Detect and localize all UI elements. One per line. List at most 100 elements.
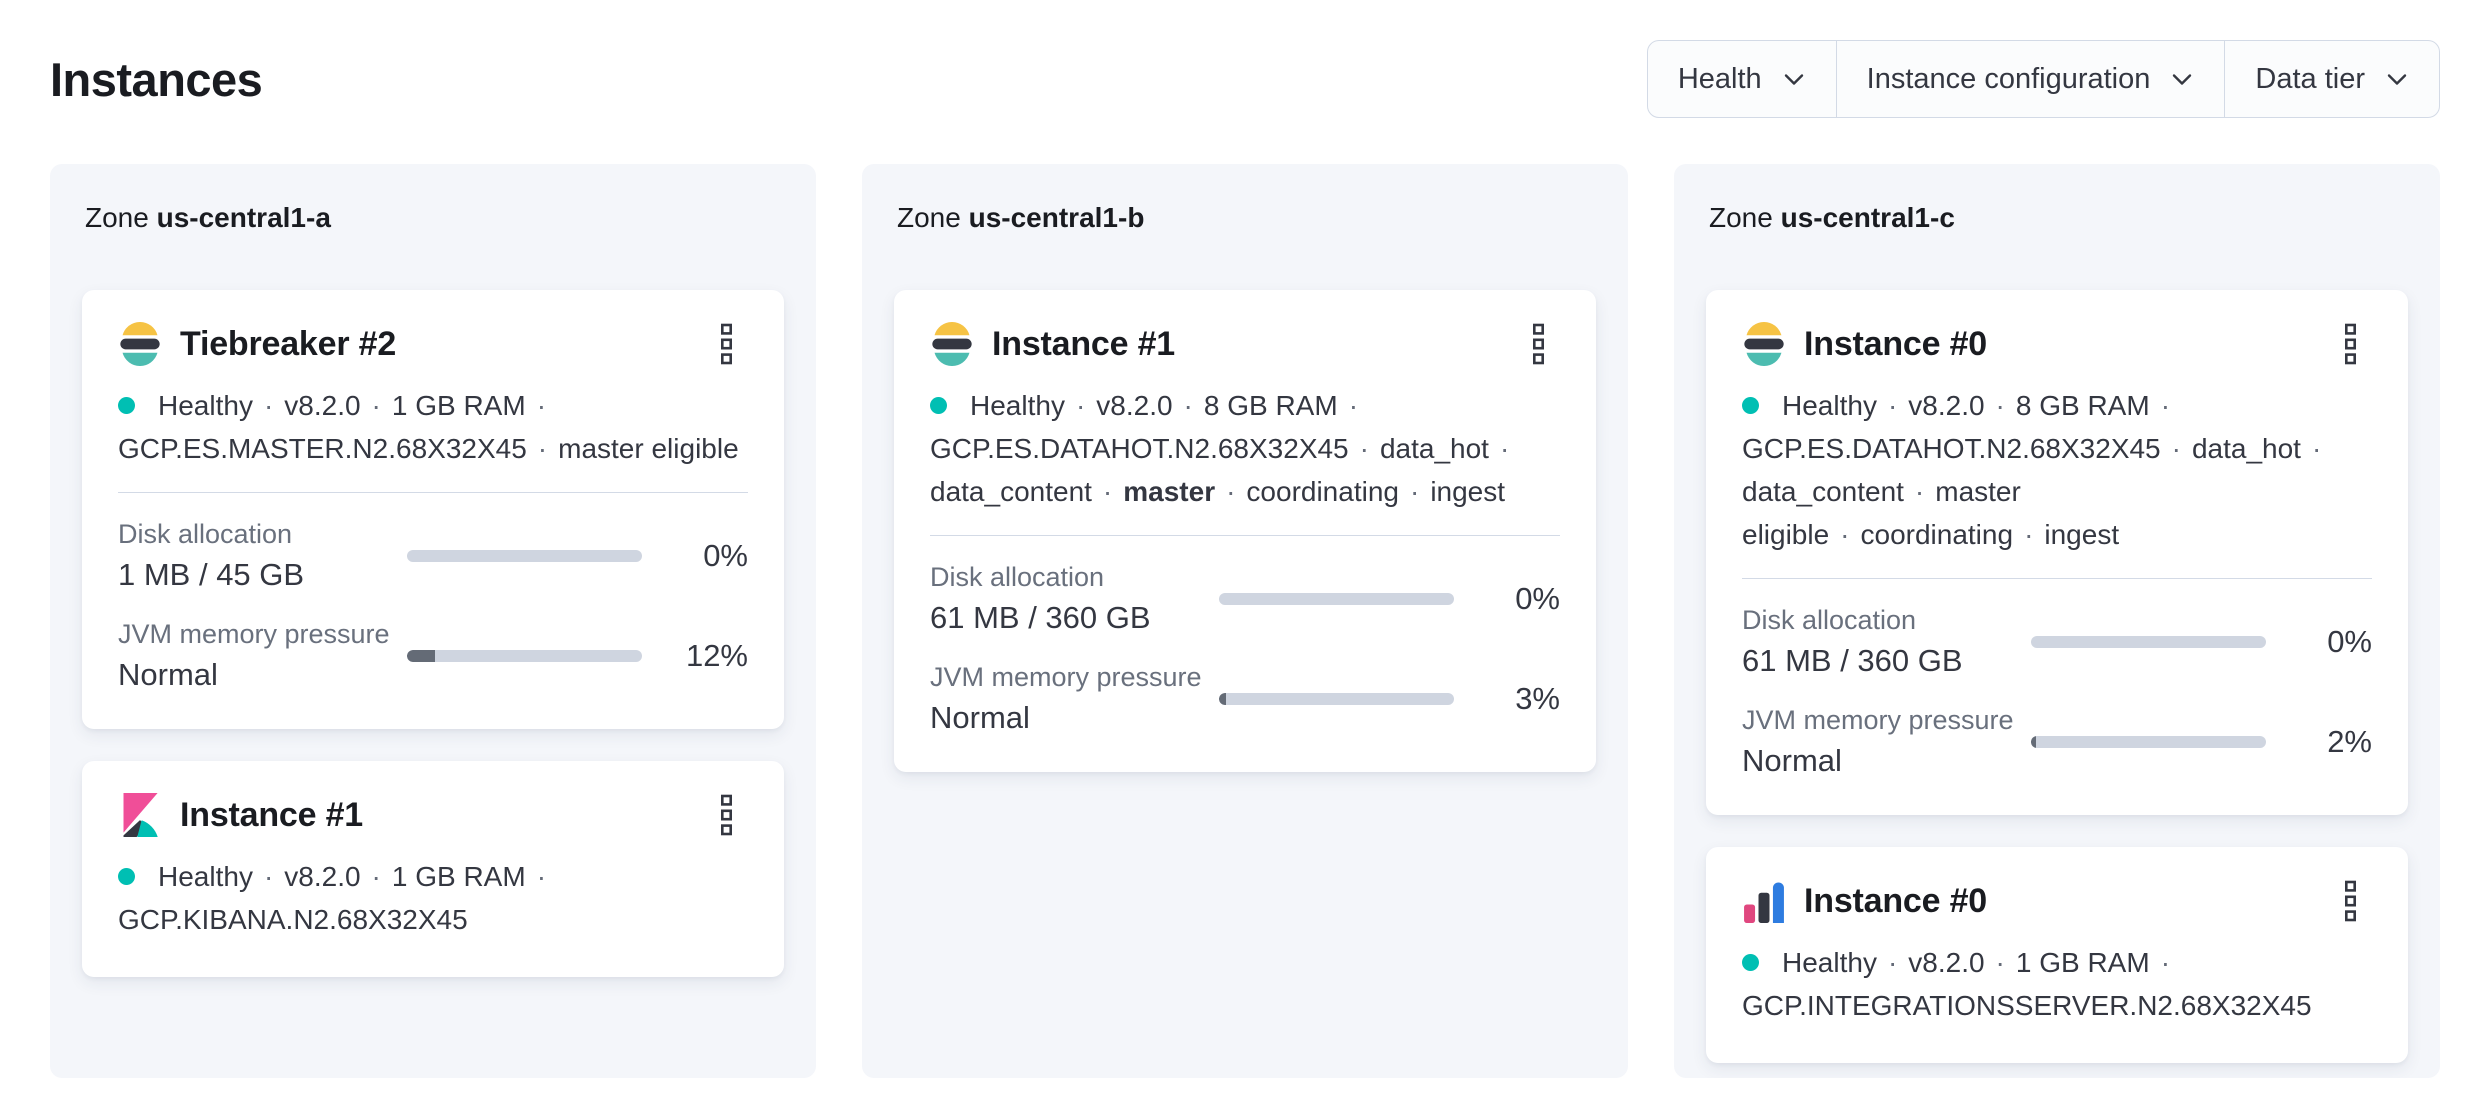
- metric-percentage: 0%: [703, 538, 748, 573]
- zone-label-prefix: Zone: [1709, 202, 1781, 233]
- filter-instance-configuration-button[interactable]: Instance configuration: [1835, 41, 2225, 117]
- status-segment: GCP.INTEGRATIONSSERVER.N2.68X32X45: [1742, 990, 2312, 1021]
- zone-label-prefix: Zone: [897, 202, 969, 233]
- status-segment: Healthy: [158, 390, 253, 421]
- dot-separator: ·: [2024, 519, 2034, 550]
- dot-separator: ·: [1995, 390, 2005, 421]
- dot-separator: ·: [1102, 476, 1113, 507]
- elasticsearch-logo-icon: [118, 322, 162, 366]
- filter-data-tier-button[interactable]: Data tier: [2224, 41, 2439, 117]
- status-segment: Healthy: [158, 861, 253, 892]
- boxes-vertical-icon: [720, 322, 733, 366]
- card-header: Tiebreaker #2: [118, 320, 748, 368]
- kebab-menu-button[interactable]: [2328, 877, 2372, 925]
- elasticsearch-logo-icon: [930, 322, 974, 366]
- metric-info: Disk allocation 1 MB / 45 GB: [118, 519, 407, 593]
- page-title: Instances: [50, 52, 263, 106]
- metric-row: JVM memory pressure Normal 12%: [118, 619, 748, 693]
- dot-separator: ·: [2160, 947, 2171, 978]
- status-segment: GCP.ES.DATAHOT.N2.68X32X45: [1742, 433, 2161, 464]
- filter-health-button[interactable]: Health: [1648, 41, 1836, 117]
- boxes-vertical-icon: [1532, 322, 1545, 366]
- status-line: GCP.INTEGRATIONSSERVER.N2.68X32X45: [1742, 984, 2372, 1027]
- card-header: Instance #1: [930, 320, 1560, 368]
- filter-button-group: Health Instance configuration Data tier: [1646, 40, 2440, 118]
- dot-separator: ·: [371, 861, 381, 892]
- dot-separator: ·: [537, 433, 548, 464]
- metric-value: 1 MB / 45 GB: [118, 557, 305, 592]
- zones-row: Zone us-central1-a Tiebreaker #2 Healthy…: [50, 164, 2440, 1078]
- status-segment: Healthy: [1782, 947, 1877, 978]
- status-segment: v8.2.0: [284, 861, 361, 892]
- kibana-logo-icon: [118, 793, 162, 837]
- filter-instance-configuration-label: Instance configuration: [1866, 62, 2151, 95]
- progress-bar: [407, 650, 642, 662]
- metric-info: JVM memory pressure Normal: [930, 662, 1219, 736]
- dot-separator: ·: [1348, 390, 1359, 421]
- status-segment: Healthy: [970, 390, 1065, 421]
- status-segment: master: [1123, 476, 1216, 507]
- metric-value: Normal: [118, 657, 218, 692]
- progress-bar: [1219, 593, 1454, 605]
- boxes-vertical-icon: [2344, 879, 2357, 923]
- dot-separator: ·: [1075, 390, 1086, 421]
- dot-separator: ·: [263, 861, 274, 892]
- progress-bar: [2031, 636, 2266, 648]
- instance-title: Instance #1: [992, 324, 1176, 363]
- status-segment: GCP.ES.MASTER.N2.68X32X45: [118, 433, 527, 464]
- card-divider: [930, 535, 1560, 536]
- metric-value: Normal: [1742, 743, 1842, 778]
- kebab-menu-button[interactable]: [704, 791, 748, 839]
- metric-label: Disk allocation: [930, 562, 1105, 592]
- instance-title: Instance #0: [1804, 324, 1988, 363]
- status-segment: 8 GB RAM: [2015, 390, 2150, 421]
- status-segment: 1 GB RAM: [391, 861, 526, 892]
- kebab-menu-button[interactable]: [2328, 320, 2372, 368]
- progress-bar-fill: [2031, 736, 2036, 748]
- zone-name: us-central1-a: [156, 202, 331, 233]
- instance-status: Healthy · v8.2.0 · 8 GB RAM · GCP.ES.DATAHOT.N…: [930, 384, 1560, 513]
- zone-name: us-central1-b: [968, 202, 1145, 233]
- status-segment: master eligible: [1742, 476, 2021, 550]
- status-segment: v8.2.0: [1908, 390, 1985, 421]
- metric-row: JVM memory pressure Normal 2%: [1742, 705, 2372, 779]
- dot-separator: ·: [536, 390, 547, 421]
- chevron-down-icon: [2387, 74, 2407, 85]
- status-segment: 8 GB RAM: [1203, 390, 1338, 421]
- dot-separator: ·: [1995, 947, 2005, 978]
- kebab-menu-button[interactable]: [704, 320, 748, 368]
- zone-label-prefix: Zone: [85, 202, 157, 233]
- status-segment: ingest: [1430, 476, 1506, 507]
- dot-separator: ·: [1887, 947, 1898, 978]
- status-segment: data_hot: [1379, 433, 1489, 464]
- zone-name: us-central1-c: [1780, 202, 1955, 233]
- metric-label: JVM memory pressure: [930, 662, 1202, 692]
- dot-separator: ·: [536, 861, 547, 892]
- metric-row: Disk allocation 61 MB / 360 GB 0%: [930, 562, 1560, 636]
- status-segment: GCP.ES.DATAHOT.N2.68X32X45: [930, 433, 1349, 464]
- status-segment: v8.2.0: [1908, 947, 1985, 978]
- status-line: GCP.ES.DATAHOT.N2.68X32X45 · data_hot ·: [1742, 427, 2372, 470]
- metric-info: JVM memory pressure Normal: [1742, 705, 2031, 779]
- status-line: Healthy · v8.2.0 · 8 GB RAM ·: [930, 384, 1560, 427]
- status-segment: 1 GB RAM: [2015, 947, 2150, 978]
- status-line: data_content · master · coordinating · ingest: [930, 470, 1560, 513]
- filter-health-label: Health: [1677, 62, 1762, 95]
- metric-value: Normal: [930, 700, 1030, 735]
- kebab-menu-button[interactable]: [1516, 320, 1560, 368]
- status-segment: data_hot: [2191, 433, 2301, 464]
- zone-label: Zone us-central1-a: [85, 202, 784, 234]
- status-segment: v8.2.0: [284, 390, 361, 421]
- instance-card: Instance #0 Healthy · v8.2.0 · 1 GB RAM · GCP.…: [1706, 847, 2408, 1063]
- healthy-status-dot-icon: [1742, 397, 1759, 414]
- card-divider: [1742, 578, 2372, 579]
- boxes-vertical-icon: [720, 793, 733, 837]
- card-header: Instance #1: [118, 791, 748, 839]
- metric-percentage: 0%: [1515, 581, 1560, 616]
- card-header: Instance #0: [1742, 877, 2372, 925]
- status-segment: master eligible: [558, 433, 739, 464]
- status-segment: data_content: [1742, 476, 1904, 507]
- metric-row: Disk allocation 1 MB / 45 GB 0%: [118, 519, 748, 593]
- status-line: GCP.KIBANA.N2.68X32X45: [118, 898, 748, 941]
- status-segment: coordinating: [1246, 476, 1399, 507]
